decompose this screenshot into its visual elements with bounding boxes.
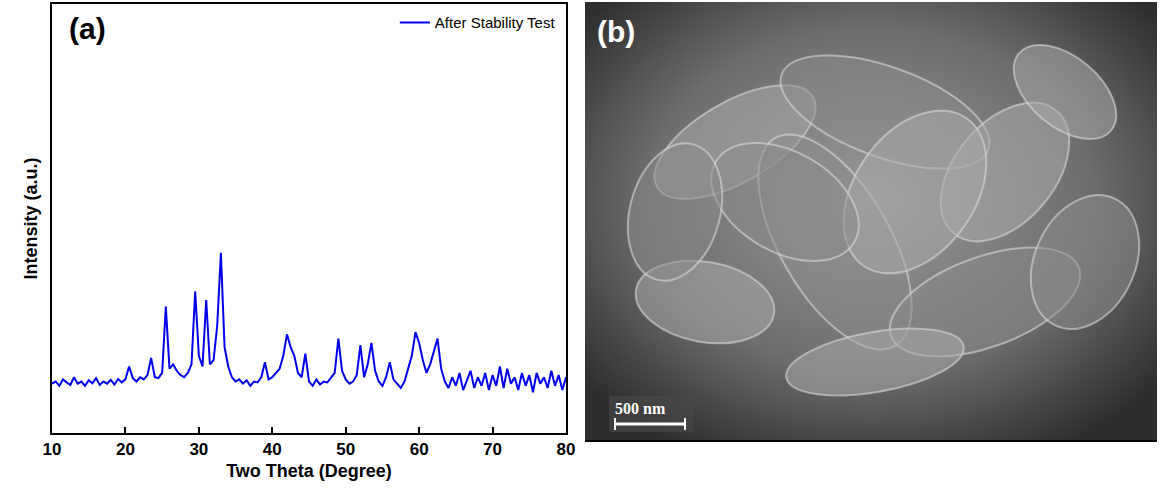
svg-text:Two Theta (Degree): Two Theta (Degree) [226,461,392,481]
svg-text:500 nm: 500 nm [615,400,666,417]
svg-text:(a): (a) [69,12,106,45]
svg-text:50: 50 [336,440,355,459]
svg-text:40: 40 [263,440,282,459]
svg-text:(b): (b) [597,15,635,48]
svg-text:Intensity (a.u.): Intensity (a.u.) [21,157,41,279]
svg-text:20: 20 [116,440,135,459]
svg-text:30: 30 [189,440,208,459]
svg-text:70: 70 [483,440,502,459]
svg-text:60: 60 [410,440,429,459]
svg-text:10: 10 [43,440,62,459]
svg-text:80: 80 [557,440,576,459]
svg-text:After Stability Test: After Stability Test [435,14,556,31]
